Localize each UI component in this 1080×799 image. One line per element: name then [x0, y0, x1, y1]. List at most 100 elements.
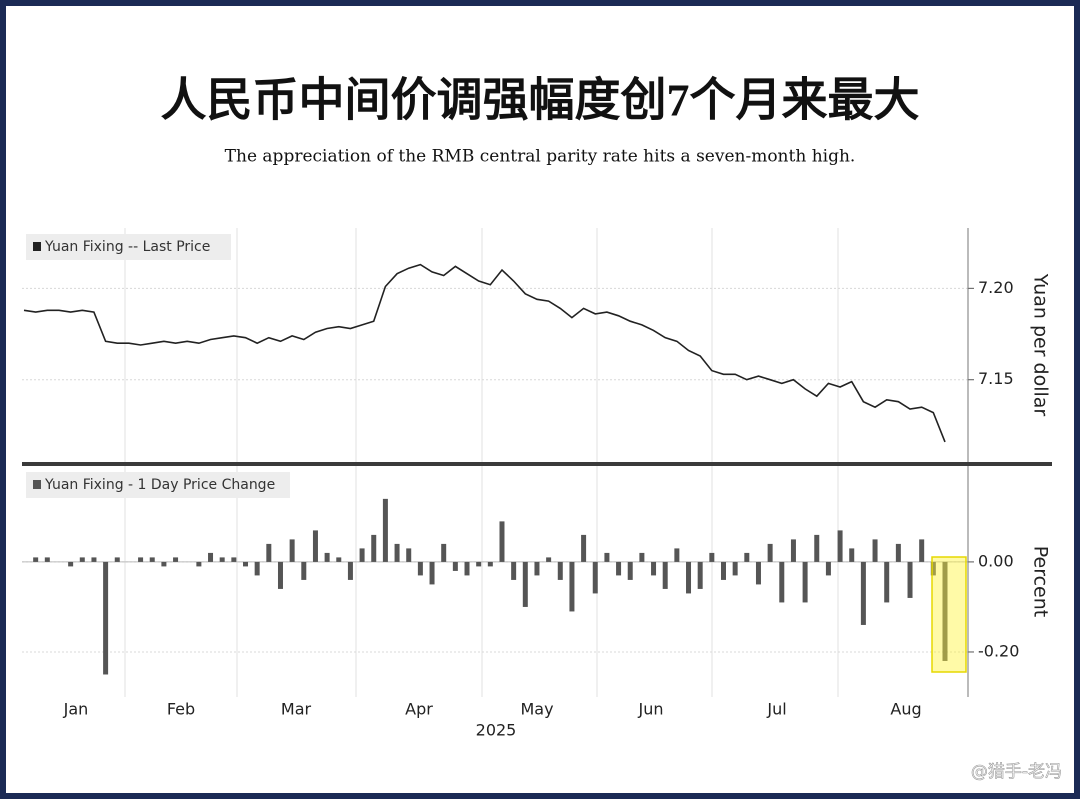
bar: [779, 561, 785, 603]
bar: [720, 561, 726, 580]
x-tick-label: Feb: [167, 700, 195, 719]
bar: [895, 543, 901, 562]
x-tick-label: Jul: [766, 700, 786, 719]
y-tick-label: -0.20: [978, 641, 1019, 660]
y-axis-title: Percent: [1030, 546, 1052, 618]
bar: [266, 543, 272, 562]
bar: [930, 561, 936, 576]
bar: [138, 557, 144, 562]
bar: [487, 561, 493, 567]
bar: [464, 561, 470, 576]
bar: [91, 557, 97, 562]
bar: [511, 561, 517, 580]
bar: [767, 543, 773, 562]
bar: [429, 561, 435, 585]
bar: [149, 557, 155, 562]
bar: [277, 561, 283, 589]
x-tick-label: Jan: [63, 700, 89, 719]
bar: [592, 561, 598, 594]
bar: [581, 534, 587, 562]
bar: [441, 543, 447, 562]
watermark: @猎手-老冯: [971, 762, 1062, 782]
bar: [44, 557, 50, 562]
subtitle: The appreciation of the RMB central pari…: [225, 147, 856, 167]
x-tick-label: Mar: [281, 700, 312, 719]
price-line: [23, 263, 946, 443]
bar: [382, 498, 388, 562]
bar: [103, 561, 109, 675]
x-tick-label: Apr: [405, 700, 433, 719]
bar: [336, 557, 342, 562]
bar: [534, 561, 540, 576]
bar: [674, 548, 680, 562]
bar: [837, 530, 843, 562]
bar: [196, 561, 202, 567]
bar: [825, 561, 831, 576]
bar: [802, 561, 808, 603]
bar: [919, 539, 925, 562]
x-axis-title: 2025: [476, 721, 517, 740]
x-tick-label: Jun: [638, 700, 664, 719]
bar: [546, 557, 552, 562]
bar: [173, 557, 179, 562]
bar: [849, 548, 855, 562]
bar: [254, 561, 260, 576]
bar: [406, 548, 412, 562]
bar: [452, 561, 458, 571]
bar: [627, 561, 633, 580]
bar: [359, 548, 365, 562]
bar: [651, 561, 657, 576]
bar: [208, 552, 214, 562]
bar: [324, 552, 330, 562]
bar: [114, 557, 120, 562]
bar: [732, 561, 738, 576]
bar: [301, 561, 307, 580]
legend-box: [26, 472, 290, 498]
bar: [709, 552, 715, 562]
highlight-box: [931, 556, 967, 673]
bar: [697, 561, 703, 589]
bar: [522, 561, 528, 607]
legend-box: [26, 234, 231, 260]
bar: [860, 561, 866, 625]
bar: [476, 561, 482, 567]
bar: [662, 561, 668, 589]
bar: [68, 561, 74, 567]
bar: [604, 552, 610, 562]
bar: [33, 557, 39, 562]
legend-swatch: [33, 480, 41, 489]
legend-swatch: [33, 242, 41, 251]
bar: [161, 561, 167, 567]
title: 人民币中间价调强幅度创7个月来最大: [161, 75, 920, 126]
bar: [394, 543, 400, 562]
legend-label: Yuan Fixing -- Last Price: [44, 239, 210, 255]
bar: [569, 561, 575, 612]
bar: [417, 561, 423, 576]
x-tick-label: May: [520, 700, 553, 719]
bar: [289, 539, 295, 562]
y-axis-title: Yuan per dollar: [1030, 273, 1052, 417]
legend-label: Yuan Fixing - 1 Day Price Change: [44, 477, 275, 493]
bar: [884, 561, 890, 603]
bar: [371, 534, 377, 562]
bar: [557, 561, 563, 580]
bar: [219, 557, 225, 562]
bar: [872, 539, 878, 562]
bar: [814, 534, 820, 562]
bar: [231, 557, 237, 562]
bar: [243, 561, 249, 567]
bar: [347, 561, 353, 580]
bar: [790, 539, 796, 562]
bar: [907, 561, 913, 598]
x-tick-label: Aug: [890, 700, 921, 719]
y-tick-label: 7.20: [978, 278, 1014, 297]
bar: [942, 561, 948, 661]
bar: [744, 552, 750, 562]
bar: [312, 530, 318, 562]
bar: [686, 561, 692, 594]
bar: [639, 552, 645, 562]
bar: [616, 561, 622, 576]
bar: [79, 557, 85, 562]
